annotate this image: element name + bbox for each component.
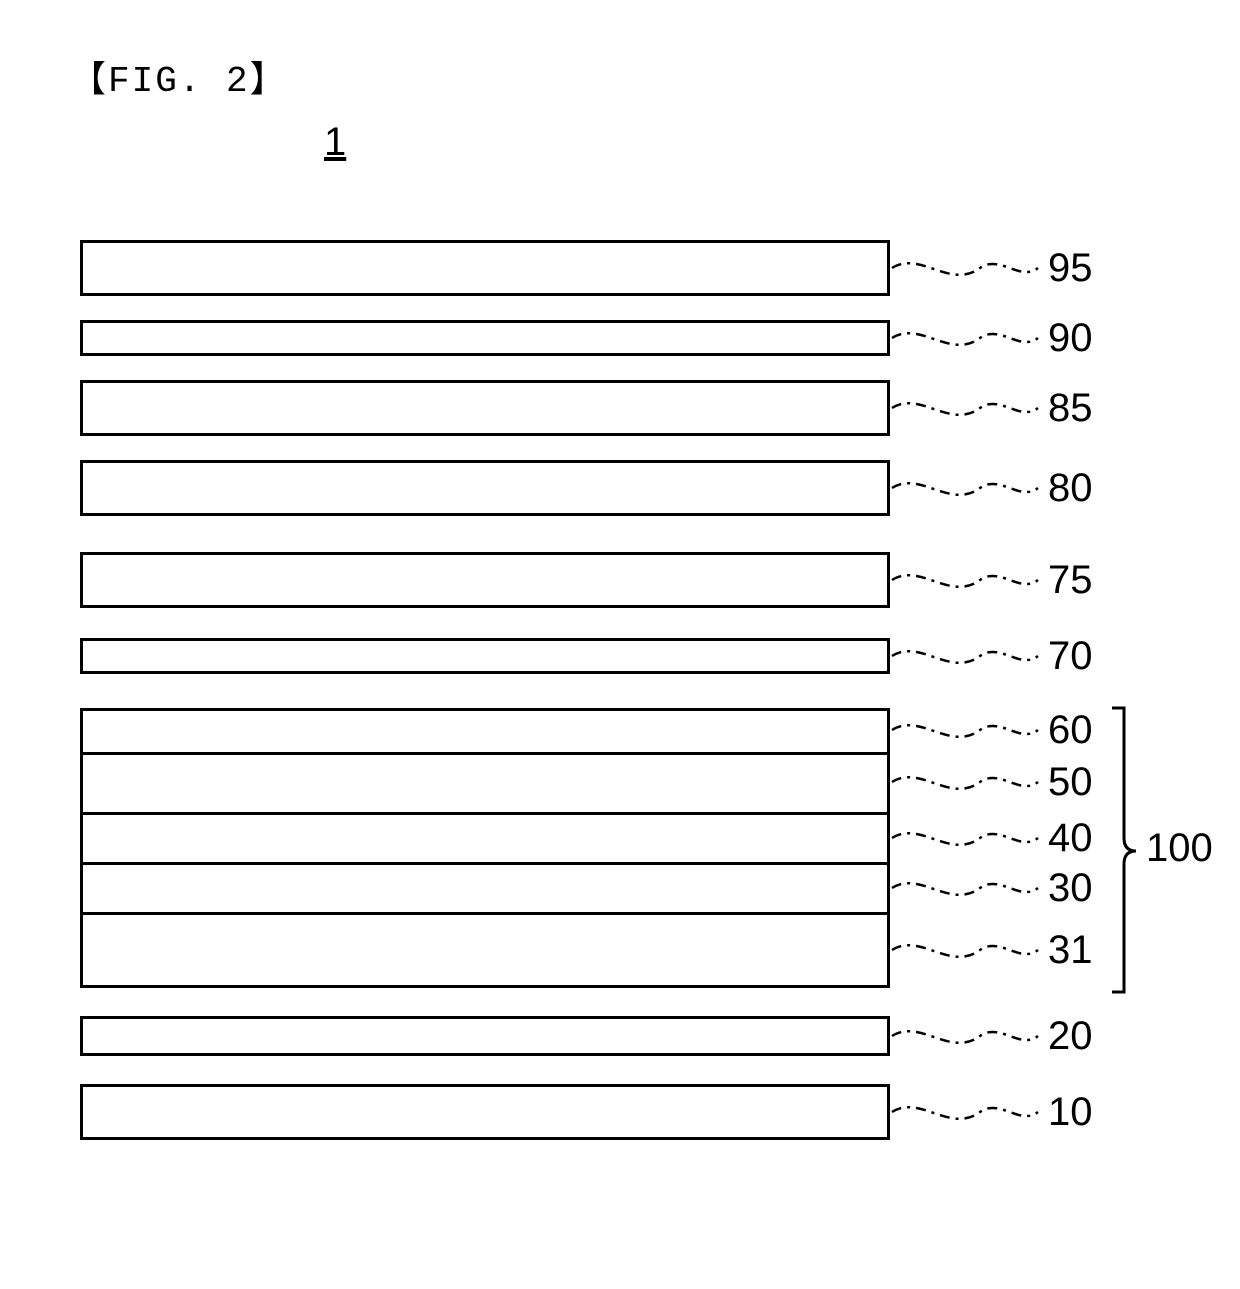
ref-50: 50 bbox=[1048, 760, 1093, 805]
ref-31: 31 bbox=[1048, 928, 1093, 973]
ref-85: 85 bbox=[1048, 386, 1093, 431]
ref-40: 40 bbox=[1048, 816, 1093, 861]
ref-70: 70 bbox=[1048, 634, 1093, 679]
ref-20: 20 bbox=[1048, 1014, 1093, 1059]
figure-number: 1 bbox=[324, 120, 346, 165]
figure-label: 【FIG. 2】 bbox=[70, 50, 288, 102]
figure-container: 【FIG. 2】 1 .leadpath { fill:none; stroke… bbox=[0, 0, 1240, 1289]
ref-60: 60 bbox=[1048, 708, 1093, 753]
ref-30: 30 bbox=[1048, 866, 1093, 911]
ref-100: 100 bbox=[1146, 826, 1213, 871]
ref-80: 80 bbox=[1048, 466, 1093, 511]
ref-10: 10 bbox=[1048, 1090, 1093, 1135]
ref-75: 75 bbox=[1048, 558, 1093, 603]
bracket-100 bbox=[1110, 706, 1140, 996]
ref-95: 95 bbox=[1048, 246, 1093, 291]
ref-90: 90 bbox=[1048, 316, 1093, 361]
leader-lines: .leadpath { fill:none; stroke:#000; stro… bbox=[80, 240, 1180, 1160]
